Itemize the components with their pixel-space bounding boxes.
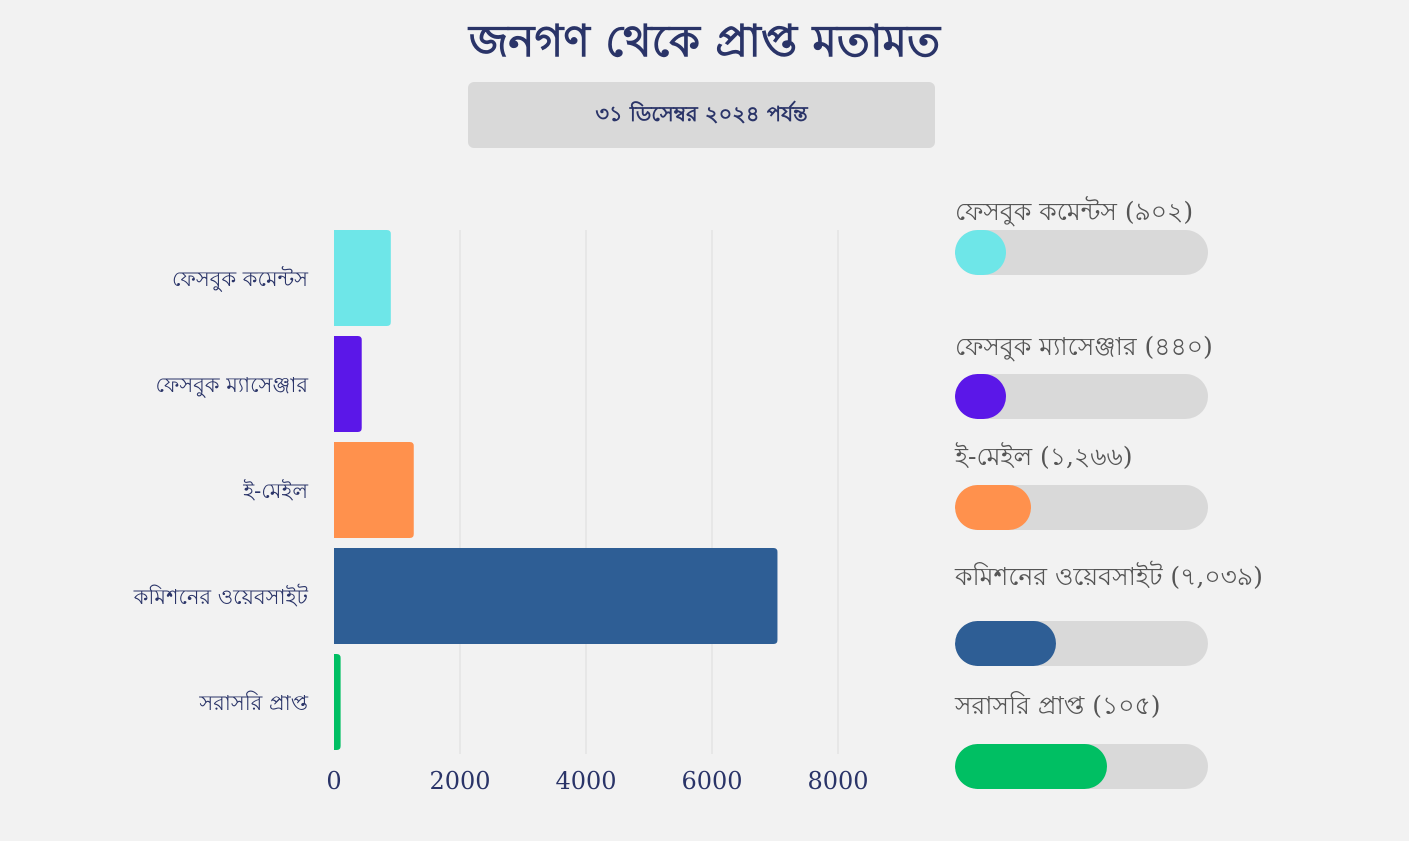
category-label: ই-মেইল: [242, 479, 308, 503]
bar: [334, 336, 362, 432]
legend-label: সরাসরি প্রাপ্ত (১০৫): [955, 691, 1161, 720]
progress-track: [955, 744, 1208, 789]
progress-track: [955, 230, 1208, 275]
progress-fill: [955, 485, 1031, 530]
x-tick-label: 6000: [681, 767, 742, 795]
progress-fill: [955, 374, 1006, 419]
x-tick-label: 4000: [555, 767, 616, 795]
bar: [334, 230, 391, 326]
progress-fill: [955, 744, 1107, 789]
x-tick-label: 2000: [429, 767, 490, 795]
date-banner: ৩১ ডিসেম্বর ২০২৪ পর্যন্ত: [468, 82, 935, 148]
progress-fill: [955, 230, 1006, 275]
category-label: সরাসরি প্রাপ্ত: [198, 691, 308, 715]
legend-label: ই-মেইল (১,২৬৬): [955, 442, 1133, 471]
legend-label: ফেসবুক কমেন্টস (৯০২): [955, 197, 1194, 226]
progress-track: [955, 621, 1208, 666]
x-tick-label: 0: [326, 767, 341, 795]
legend-label: কমিশনের ওয়েবসাইট (৭,০৩৯): [955, 562, 1263, 591]
category-label: কমিশনের ওয়েবসাইট: [133, 584, 309, 609]
page-title: জনগণ থেকে প্রাপ্ত মতামত: [468, 16, 941, 67]
category-label: ফেসবুক ম্যাসেঞ্জার: [155, 373, 308, 397]
x-tick-label: 8000: [807, 767, 868, 795]
bar: [334, 442, 414, 538]
category-label: ফেসবুক কমেন্টস: [172, 266, 309, 291]
bar: [334, 548, 778, 644]
progress-track: [955, 485, 1208, 530]
legend-label: ফেসবুক ম্যাসেঞ্জার (৪৪০): [955, 332, 1213, 361]
date-subtitle: ৩১ ডিসেম্বর ২০২৪ পর্যন্ত: [595, 101, 808, 126]
bar: [334, 654, 341, 750]
progress-fill: [955, 621, 1057, 666]
progress-track: [955, 374, 1208, 419]
